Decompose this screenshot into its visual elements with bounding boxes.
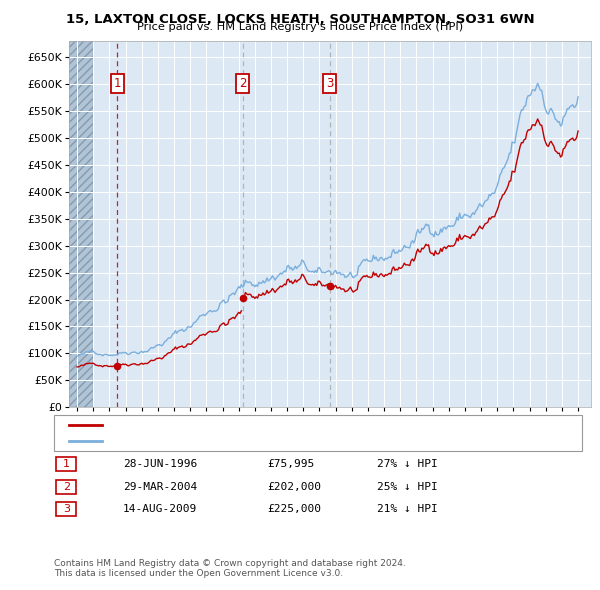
Text: £202,000: £202,000 bbox=[267, 482, 321, 491]
Text: 29-MAR-2004: 29-MAR-2004 bbox=[123, 482, 197, 491]
Text: 3: 3 bbox=[63, 504, 70, 514]
Text: 15, LAXTON CLOSE, LOCKS HEATH, SOUTHAMPTON, SO31 6WN (detached house): 15, LAXTON CLOSE, LOCKS HEATH, SOUTHAMPT… bbox=[108, 420, 532, 430]
Text: 2: 2 bbox=[63, 482, 70, 491]
Text: HPI: Average price, detached house, Fareham: HPI: Average price, detached house, Fare… bbox=[108, 436, 346, 446]
Text: £75,995: £75,995 bbox=[267, 460, 314, 469]
Text: 1: 1 bbox=[113, 77, 121, 90]
Text: 3: 3 bbox=[326, 77, 333, 90]
Bar bbox=[69, 41, 93, 407]
Text: 28-JUN-1996: 28-JUN-1996 bbox=[123, 460, 197, 469]
Text: This data is licensed under the Open Government Licence v3.0.: This data is licensed under the Open Gov… bbox=[54, 569, 343, 578]
Text: 14-AUG-2009: 14-AUG-2009 bbox=[123, 504, 197, 514]
Text: 27% ↓ HPI: 27% ↓ HPI bbox=[377, 460, 437, 469]
Text: 25% ↓ HPI: 25% ↓ HPI bbox=[377, 482, 437, 491]
Text: 1: 1 bbox=[63, 460, 70, 469]
Text: £225,000: £225,000 bbox=[267, 504, 321, 514]
Text: 21% ↓ HPI: 21% ↓ HPI bbox=[377, 504, 437, 514]
Text: Price paid vs. HM Land Registry's House Price Index (HPI): Price paid vs. HM Land Registry's House … bbox=[137, 22, 463, 32]
Text: 2: 2 bbox=[239, 77, 247, 90]
Text: 15, LAXTON CLOSE, LOCKS HEATH, SOUTHAMPTON, SO31 6WN: 15, LAXTON CLOSE, LOCKS HEATH, SOUTHAMPT… bbox=[65, 13, 535, 26]
Text: Contains HM Land Registry data © Crown copyright and database right 2024.: Contains HM Land Registry data © Crown c… bbox=[54, 559, 406, 568]
